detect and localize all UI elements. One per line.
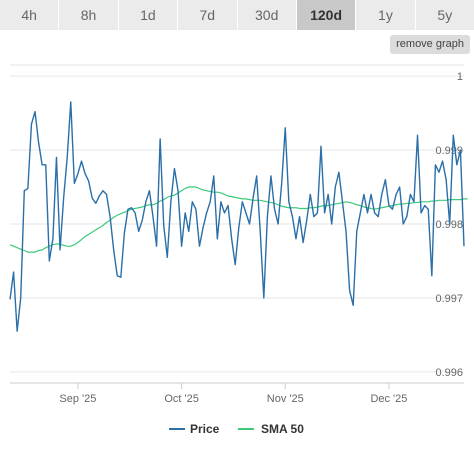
tab-30d[interactable]: 30d <box>237 0 297 30</box>
remove-graph-button[interactable]: remove graph <box>390 35 470 54</box>
legend-price[interactable]: Price <box>169 422 220 436</box>
tab-8h[interactable]: 8h <box>59 0 119 30</box>
x-tick-label: Sep '25 <box>59 393 96 405</box>
y-tick-label: 0.996 <box>435 367 463 379</box>
y-tick-label: 0.998 <box>435 219 463 231</box>
legend-sma-50-label: SMA 50 <box>261 422 304 436</box>
series <box>9 101 468 332</box>
y-tick-label: 0.997 <box>435 293 463 305</box>
tab-5y[interactable]: 5y <box>415 0 474 30</box>
x-tick-label: Dec '25 <box>370 393 407 405</box>
x-tick-label: Oct '25 <box>164 393 199 405</box>
legend[interactable]: Price SMA 50 <box>169 422 304 436</box>
tab-7d[interactable]: 7d <box>178 0 238 30</box>
tab-120d[interactable]: 120d <box>296 0 357 30</box>
grid <box>10 64 464 373</box>
x-tick-label: Nov '25 <box>267 393 304 405</box>
tab-4h[interactable]: 4h <box>0 0 60 30</box>
price-series-line <box>9 101 465 332</box>
x-axis: Sep '25 Oct '25 Nov '25 Dec '25 <box>10 382 464 405</box>
legend-price-label: Price <box>190 422 220 436</box>
tab-1d[interactable]: 1d <box>118 0 179 30</box>
sma-50-series-line <box>9 186 468 253</box>
legend-sma-50[interactable]: SMA 50 <box>238 422 304 436</box>
tab-1y[interactable]: 1y <box>356 0 416 30</box>
time-range-tabs: 4h 8h 1d 7d 30d 120d 1y 5y <box>0 0 474 30</box>
y-tick-label: 1 <box>457 71 463 83</box>
